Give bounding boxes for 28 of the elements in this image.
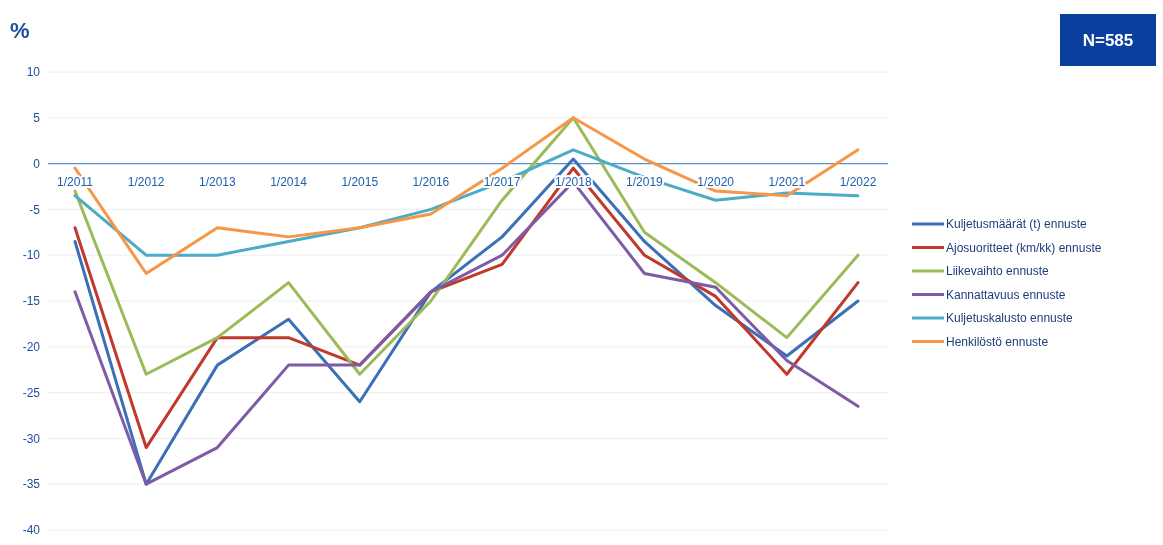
x-tick-label: 1/2015 (341, 174, 379, 189)
y-tick-label: -25 (22, 385, 41, 400)
legend-label: Kannattavuus ennuste (946, 287, 1066, 302)
legend-label: Ajosuoritteet (km/kk) ennuste (946, 240, 1102, 255)
x-tick-label: 1/2013 (199, 174, 237, 189)
x-tick-label: 1/2014 (270, 174, 308, 189)
x-tick-label: 1/2021 (768, 174, 806, 189)
y-tick-label: -35 (22, 477, 41, 492)
y-tick-label: -30 (22, 431, 41, 446)
y-tick-label: -40 (22, 523, 41, 538)
y-tick-label: -15 (22, 294, 41, 309)
y-tick-label: -20 (22, 340, 41, 354)
legend-label: Liikevaihto ennuste (946, 264, 1050, 279)
y-tick-label: 10 (26, 65, 41, 80)
legend-label: Kuljetusmäärät (t) ennuste (946, 217, 1088, 232)
x-tick-label: 1/2020 (697, 174, 735, 189)
legend-label: Kuljetuskalusto ennuste (946, 311, 1074, 326)
y-tick-label: -10 (22, 248, 41, 263)
text: N=585 (1082, 30, 1134, 50)
legend-label: Henkilöstö ennuste (946, 334, 1049, 349)
x-tick-label: 1/2019 (626, 174, 664, 189)
x-tick-label: 1/2022 (839, 174, 877, 189)
x-tick-label: 1/2012 (127, 174, 165, 189)
x-tick-label: 1/2016 (412, 174, 450, 189)
y-tick-label: 0 (33, 156, 41, 171)
y-axis-title: % (10, 18, 30, 43)
y-tick-label: -5 (29, 202, 41, 217)
y-tick-label: 5 (33, 111, 41, 125)
